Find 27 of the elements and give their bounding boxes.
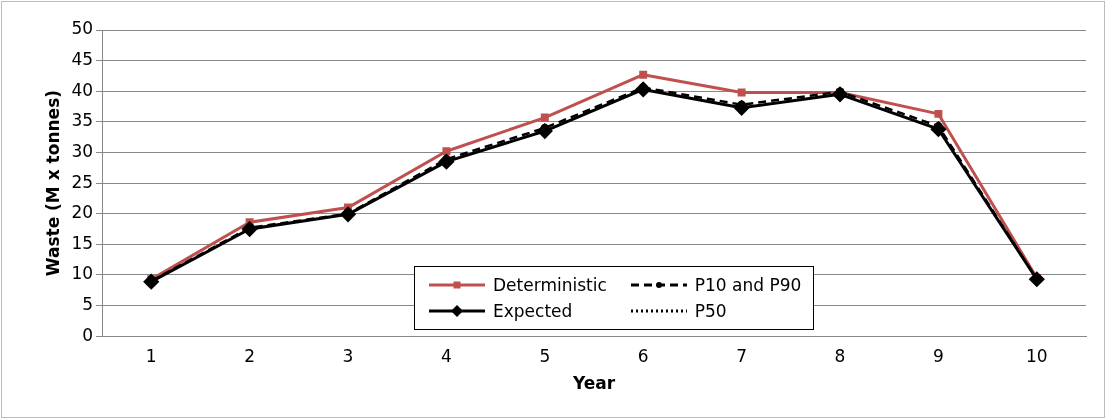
y-tick-label: 15 (71, 232, 94, 253)
y-tick-label: 40 (71, 79, 94, 100)
legend-label: Expected (493, 301, 573, 322)
y-tick-label: 20 (71, 202, 94, 223)
x-tick-label: 9 (932, 345, 944, 366)
y-tick-label: 10 (71, 263, 94, 284)
y-tick-label: 50 (71, 18, 94, 39)
x-tick-label: 8 (834, 345, 846, 366)
x-tick-label: 10 (1025, 345, 1048, 366)
y-tick-label: 45 (71, 49, 94, 70)
y-axis-title: Waste (M x tonnes) (42, 89, 63, 277)
x-tick-label: 4 (441, 345, 452, 366)
x-tick-label: 6 (637, 345, 649, 366)
legend-label: P50 (694, 301, 727, 322)
x-tick-label: 2 (244, 345, 256, 366)
y-tick-label: 35 (71, 110, 94, 131)
legend-label: Deterministic (493, 275, 607, 296)
x-tick-label: 5 (539, 345, 551, 366)
legend-label: P10 and P90 (694, 275, 802, 296)
y-tick-label: 30 (71, 140, 94, 161)
y-tick-label: 0 (82, 324, 94, 345)
x-tick-label: 7 (736, 345, 748, 366)
y-tick-label: 5 (82, 294, 94, 314)
x-axis-title: Year (571, 373, 616, 394)
x-tick-label: 3 (342, 345, 354, 366)
x-tick-label: 1 (145, 345, 157, 366)
y-tick-label: 25 (71, 171, 94, 192)
